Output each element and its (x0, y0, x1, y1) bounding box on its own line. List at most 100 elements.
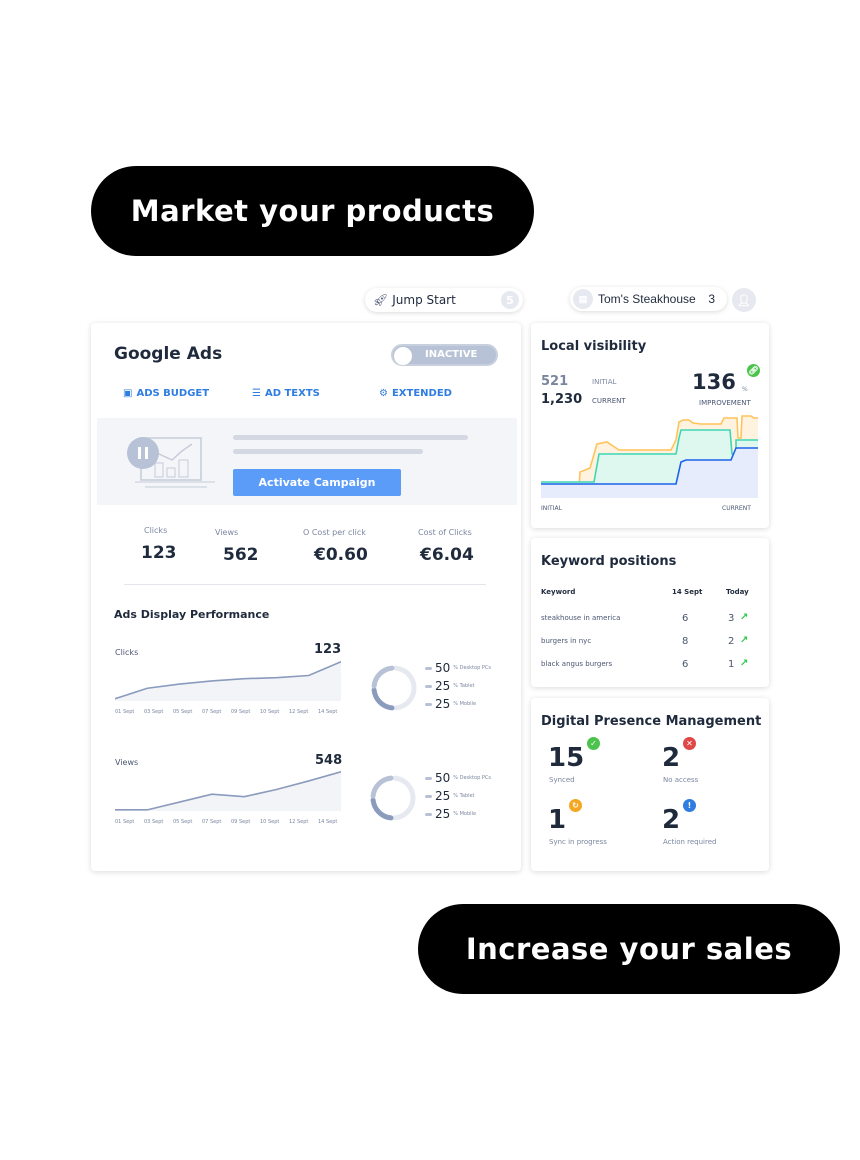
legend-value: 50 (435, 771, 451, 785)
keyword-before: 6 (682, 659, 689, 670)
gear-icon: ⚙ (379, 388, 388, 399)
jump-start-button[interactable]: 🚀︎ Jump Start 5 (365, 288, 523, 312)
visibility-chart (541, 415, 758, 498)
data-point (243, 796, 245, 798)
data-point (308, 780, 310, 782)
chart-area (115, 661, 341, 701)
keyword-positions-card (531, 538, 769, 687)
x-tick-label: 05 Sept (173, 819, 193, 825)
initial-label: INITIAL (592, 378, 617, 386)
tab-ad-texts[interactable]: ☰ AD TEXTS (252, 388, 320, 399)
toggle-label: INACTIVE (425, 349, 478, 360)
digital-presence-card (531, 698, 769, 871)
data-point (340, 771, 341, 773)
visibility-line (541, 415, 758, 489)
status-alert-icon: ! (683, 799, 696, 812)
data-point (340, 661, 341, 663)
x-tick-label: 07 Sept (202, 709, 222, 715)
x-tick-label: 05 Sept (173, 709, 193, 715)
legend-item: 50% Desktop PCs (425, 661, 491, 675)
data-point (211, 793, 213, 795)
legend-value: 25 (435, 807, 451, 821)
x-end-label: CURRENT (722, 505, 751, 512)
legend-label: % Desktop PCs (453, 665, 491, 671)
arrow-up-right-icon: ↗ (740, 612, 749, 623)
x-tick-label: 01 Sept (115, 819, 135, 825)
status-sync-icon: ↻ (569, 799, 582, 812)
legend-value: 25 (435, 697, 451, 711)
views-total: 548 (315, 753, 343, 768)
col-keyword: Keyword (541, 588, 576, 596)
x-tick-label: 09 Sept (231, 819, 251, 825)
x-tick-label: 12 Sept (289, 709, 309, 715)
local-visibility-title: Local visibility (541, 339, 647, 354)
placeholder-line (233, 435, 468, 440)
keyword-title: Keyword positions (541, 554, 677, 569)
tab-extended[interactable]: ⚙ EXTENDED (379, 388, 452, 399)
presence-label: Synced (549, 776, 575, 784)
x-tick-label: 03 Sept (144, 819, 164, 825)
banner-text: Market your products (130, 194, 495, 228)
keyword-name: steakhouse in america (541, 614, 621, 622)
data-point (115, 809, 116, 811)
data-point (211, 680, 213, 682)
presence-count: 15 (548, 743, 585, 773)
activate-campaign-button[interactable]: Activate Campaign (233, 469, 401, 496)
initial-value: 521 (541, 374, 569, 389)
business-selector[interactable]: ▤ Tom's Steakhouse 3 (570, 287, 727, 311)
legend-label: % Tablet (453, 793, 475, 799)
rocket-icon: 🚀︎ (373, 293, 389, 307)
chart-area (115, 771, 341, 811)
clicks-chart (115, 661, 341, 701)
legend-swatch (425, 684, 432, 688)
presence-label: No access (663, 776, 699, 784)
link-icon: 🔗︎ (747, 364, 760, 377)
performance-title: Ads Display Performance (114, 608, 270, 621)
x-tick-label: 14 Sept (318, 709, 338, 715)
data-point (115, 698, 116, 700)
keyword-name: burgers in nyc (541, 637, 592, 645)
presence-count: 1 (548, 805, 567, 835)
data-point (146, 687, 148, 689)
x-tick-label: 03 Sept (144, 709, 164, 715)
data-point (146, 809, 148, 811)
legend-swatch (425, 794, 432, 798)
legend-label: % Tablet (453, 683, 475, 689)
keyword-before: 6 (682, 613, 689, 624)
tab-label: AD TEXTS (264, 388, 320, 399)
tab-label: ADS BUDGET (136, 388, 210, 399)
jump-start-count: 5 (501, 291, 519, 309)
keyword-name: black angus burgers (541, 660, 613, 668)
user-avatar[interactable]: 👤︎ (732, 288, 756, 312)
col-date: 14 Sept (672, 588, 703, 596)
x-tick-label: 14 Sept (318, 819, 338, 825)
presence-label: Action required (663, 838, 717, 846)
views-chart-label: Views (115, 758, 139, 767)
legend-swatch (425, 666, 432, 670)
x-start-label: INITIAL (541, 505, 562, 512)
data-point (179, 801, 181, 803)
keyword-today: 3 (728, 613, 735, 624)
presence-title: Digital Presence Management (541, 714, 762, 729)
legend-value: 25 (435, 789, 451, 803)
business-count: 3 (708, 292, 715, 306)
clicks-total: 123 (314, 642, 342, 657)
stat-label: O Cost per click (303, 528, 366, 537)
current-value: 1,230 (541, 392, 583, 407)
legend-label: % Mobile (453, 701, 477, 707)
status-error-icon: ✕ (683, 737, 696, 750)
keyword-today: 2 (728, 636, 735, 647)
google-ads-card (91, 323, 521, 871)
keyword-today: 1 (728, 659, 735, 670)
x-tick-label: 10 Sept (260, 819, 280, 825)
donut-segment (371, 665, 395, 689)
budget-icon: ▣ (123, 388, 133, 399)
pause-icon (127, 437, 159, 469)
legend-label: % Desktop PCs (453, 775, 491, 781)
legend-item: 25% Tablet (425, 679, 475, 693)
chart-line (115, 771, 341, 811)
improvement-value: 136 (692, 370, 736, 394)
campaign-toggle[interactable]: INACTIVE (391, 344, 498, 366)
tab-ads-budget[interactable]: ▣ ADS BUDGET (123, 388, 209, 399)
donut-segment (393, 665, 417, 711)
